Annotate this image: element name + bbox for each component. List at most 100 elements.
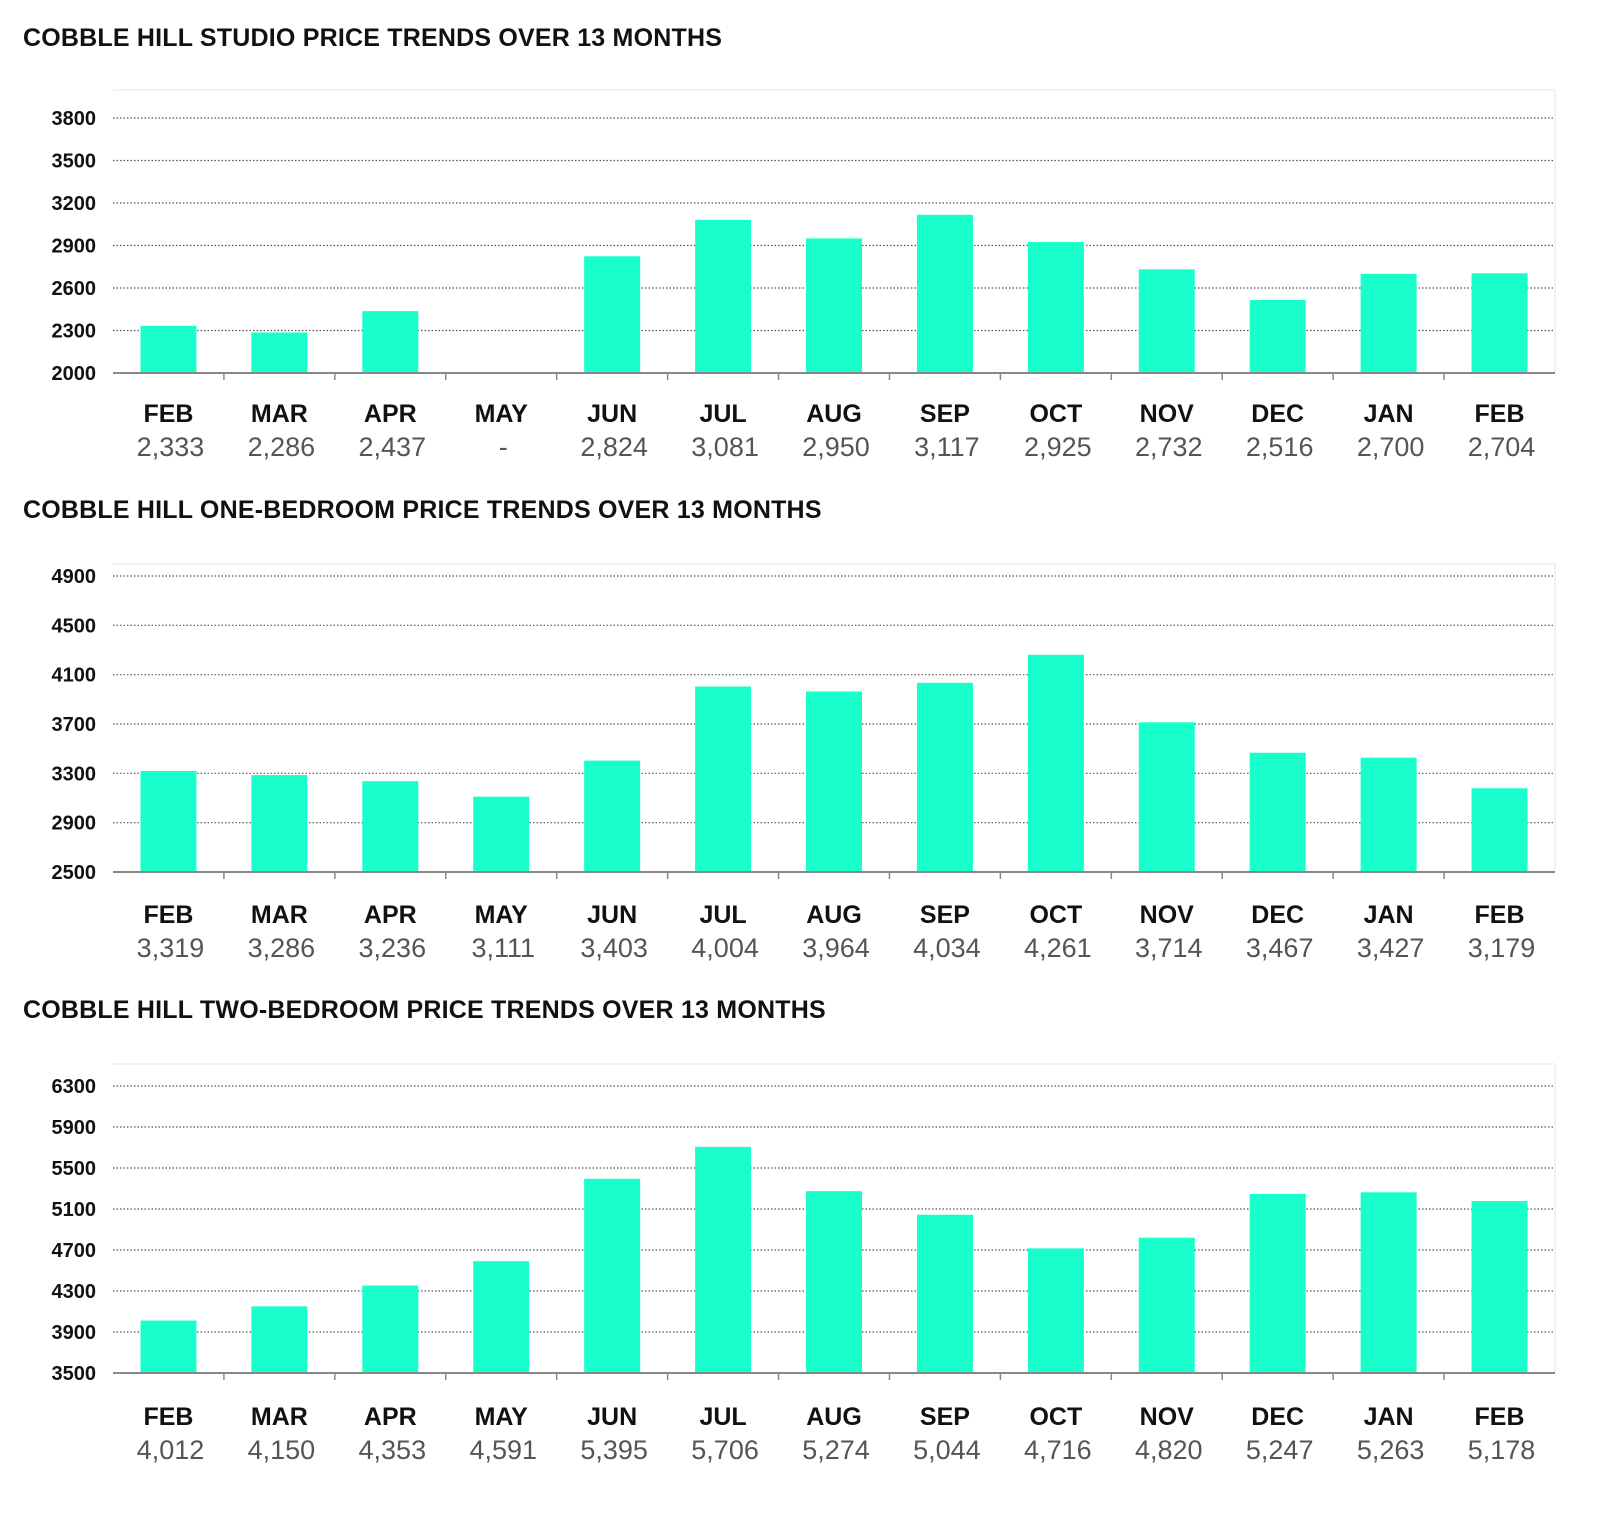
bar [584, 256, 641, 373]
x-tick-label: JUN [587, 901, 637, 929]
data-label: 4,012 [137, 1435, 205, 1465]
data-label: 3,714 [1135, 933, 1203, 963]
bar [362, 1285, 419, 1373]
bar [695, 686, 752, 872]
data-label: 5,247 [1246, 1435, 1314, 1465]
bar [362, 311, 419, 373]
data-label: 4,353 [359, 1435, 427, 1465]
data-label: 5,395 [580, 1435, 648, 1465]
data-label: 2,950 [802, 432, 870, 462]
bar [1471, 273, 1528, 373]
data-label: 4,716 [1024, 1435, 1092, 1465]
bar [251, 775, 308, 872]
y-tick-label: 4100 [52, 665, 97, 687]
x-tick-label: OCT [1029, 901, 1082, 929]
bar [1027, 241, 1084, 373]
data-label: 2,704 [1468, 432, 1536, 462]
bar [1138, 1237, 1195, 1373]
bar [916, 682, 973, 872]
bar [362, 781, 419, 872]
bar [1471, 788, 1528, 872]
data-label: 2,516 [1246, 432, 1314, 462]
y-tick-label: 3700 [52, 714, 97, 736]
y-tick-label: 2500 [52, 862, 97, 884]
y-tick-label: 3300 [52, 763, 97, 785]
data-label: - [499, 432, 508, 462]
x-tick-label: APR [364, 400, 417, 428]
bar [1249, 1193, 1306, 1373]
bar [1471, 1201, 1528, 1373]
y-tick-label: 2900 [52, 236, 97, 258]
data-label: 3,117 [914, 432, 980, 462]
x-tick-label: MAR [251, 400, 308, 428]
bar [806, 691, 862, 872]
x-tick-label: JAN [1364, 400, 1414, 428]
bar [1138, 269, 1195, 373]
y-tick-label: 4700 [52, 1240, 97, 1262]
x-tick-label: OCT [1029, 400, 1082, 428]
data-label: 2,824 [580, 432, 648, 462]
bar [916, 214, 973, 373]
bar [916, 1214, 973, 1373]
x-tick-label: FEB [1475, 400, 1525, 428]
x-tick-label: AUG [806, 1403, 862, 1431]
bar [1360, 757, 1417, 872]
y-tick-label: 4300 [52, 1281, 97, 1303]
data-label: 3,467 [1246, 933, 1314, 963]
bar [1249, 299, 1306, 373]
data-label: 4,034 [913, 933, 981, 963]
x-tick-label: SEP [920, 1403, 970, 1431]
data-label: 4,820 [1135, 1435, 1203, 1465]
data-label: 4,004 [691, 933, 759, 963]
chart-title: COBBLE HILL ONE-BEDROOM PRICE TRENDS OVE… [23, 496, 822, 524]
data-label: 4,150 [248, 1435, 316, 1465]
y-tick-label: 5500 [52, 1158, 97, 1180]
bar [140, 1320, 197, 1373]
y-tick-label: 2300 [52, 321, 97, 343]
chart-title: COBBLE HILL STUDIO PRICE TRENDS OVER 13 … [23, 24, 723, 52]
x-tick-label: JAN [1364, 1403, 1414, 1431]
one-bedroom-chart-panel: COBBLE HILL ONE-BEDROOM PRICE TRENDS OVE… [0, 470, 1600, 970]
x-tick-label: FEB [143, 400, 193, 428]
y-tick-label: 4500 [52, 615, 97, 637]
data-label: 3,111 [471, 933, 535, 963]
bar [695, 1146, 752, 1373]
data-label: 3,236 [359, 933, 427, 963]
x-tick-label: JUL [699, 400, 746, 428]
y-tick-label: 2900 [52, 813, 97, 835]
bar [1027, 1248, 1084, 1373]
x-tick-label: MAY [475, 400, 529, 428]
x-tick-label: FEB [143, 1403, 193, 1431]
x-tick-label: MAR [251, 1403, 308, 1431]
chart-title: COBBLE HILL TWO-BEDROOM PRICE TRENDS OVE… [23, 996, 826, 1024]
y-tick-label: 3200 [52, 193, 97, 215]
y-tick-label: 3900 [52, 1322, 97, 1344]
bar [140, 325, 197, 373]
bar-chart: 3500 3900 4300 4700 5100 5500 5900 6300 FEB 4,012… [52, 1063, 1556, 1465]
data-label: 5,706 [691, 1435, 759, 1465]
x-tick-label: JAN [1364, 901, 1414, 929]
bar [1027, 654, 1084, 872]
x-tick-label: JUL [699, 901, 746, 929]
data-label: 5,274 [802, 1435, 870, 1465]
bar [584, 760, 641, 872]
y-tick-label: 3500 [52, 1363, 97, 1385]
bar [806, 238, 862, 373]
x-tick-label: NOV [1140, 901, 1195, 929]
y-tick-label: 3800 [52, 108, 97, 130]
x-tick-label: AUG [806, 400, 862, 428]
x-tick-label: FEB [1475, 1403, 1525, 1431]
bar [251, 332, 308, 373]
data-label: 3,319 [137, 933, 205, 963]
y-tick-label: 6300 [52, 1076, 97, 1098]
bar [1249, 752, 1306, 872]
y-tick-label: 5100 [52, 1199, 97, 1221]
bar [584, 1178, 641, 1373]
data-label: 3,286 [248, 933, 316, 963]
y-tick-label: 3500 [52, 151, 97, 173]
data-label: 5,178 [1468, 1435, 1536, 1465]
y-tick-label: 2000 [52, 363, 97, 385]
x-tick-label: NOV [1140, 1403, 1195, 1431]
two-bedroom-chart-panel: COBBLE HILL TWO-BEDROOM PRICE TRENDS OVE… [0, 970, 1600, 1514]
data-label: 2,732 [1135, 432, 1203, 462]
